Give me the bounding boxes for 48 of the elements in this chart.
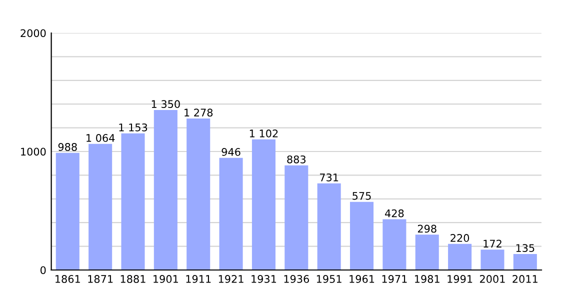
data-label: 988	[58, 143, 77, 151]
data-label: 135	[516, 244, 534, 252]
x-tick-label: 1861	[56, 275, 80, 283]
data-label: 1 153	[119, 123, 148, 132]
x-tick-label: 1901	[154, 275, 178, 283]
y-tick-label: 0	[40, 266, 46, 274]
x-tick-label: 1971	[382, 275, 407, 283]
data-label: 1 102	[250, 130, 278, 138]
data-label: 1 064	[86, 134, 115, 142]
x-tick-label: 2011	[512, 275, 538, 283]
x-tick-label: 2001	[480, 275, 505, 283]
x-tick-label: 1881	[120, 275, 146, 283]
bar	[121, 133, 145, 270]
bar	[219, 158, 243, 270]
bar	[284, 165, 308, 270]
x-tick-label: 1951	[316, 275, 342, 283]
x-tick-label: 1991	[448, 275, 472, 283]
bar	[448, 244, 472, 270]
bar	[382, 219, 406, 270]
x-tick-label: 1911	[186, 275, 211, 283]
data-label: 220	[450, 234, 470, 242]
data-label: 575	[352, 192, 371, 200]
data-label: 298	[418, 224, 436, 233]
bar	[415, 234, 439, 270]
data-label: 172	[484, 240, 502, 248]
data-label: 428	[385, 209, 404, 218]
bar	[186, 118, 210, 270]
x-tick-label: 1961	[350, 275, 374, 283]
data-label: 883	[287, 155, 306, 164]
x-tick-label: 1936	[284, 275, 309, 283]
bar	[252, 139, 276, 270]
data-label: 731	[320, 173, 338, 182]
x-tick-label: 1931	[252, 275, 276, 283]
bar	[154, 110, 178, 270]
bar	[317, 183, 341, 270]
y-tick-label: 2000	[20, 29, 46, 38]
data-label: 946	[222, 148, 240, 156]
x-tick-label: 1871	[88, 275, 113, 283]
bar	[480, 250, 504, 270]
bar	[56, 152, 80, 270]
x-tick-label: 1981	[415, 275, 440, 283]
bar	[513, 254, 537, 270]
x-tick-label: 1921	[218, 275, 244, 283]
bar	[88, 144, 112, 270]
bar	[350, 202, 374, 270]
data-label: 1 350	[152, 100, 180, 108]
data-label: 1 278	[184, 108, 213, 117]
y-tick-label: 1000	[21, 148, 46, 156]
